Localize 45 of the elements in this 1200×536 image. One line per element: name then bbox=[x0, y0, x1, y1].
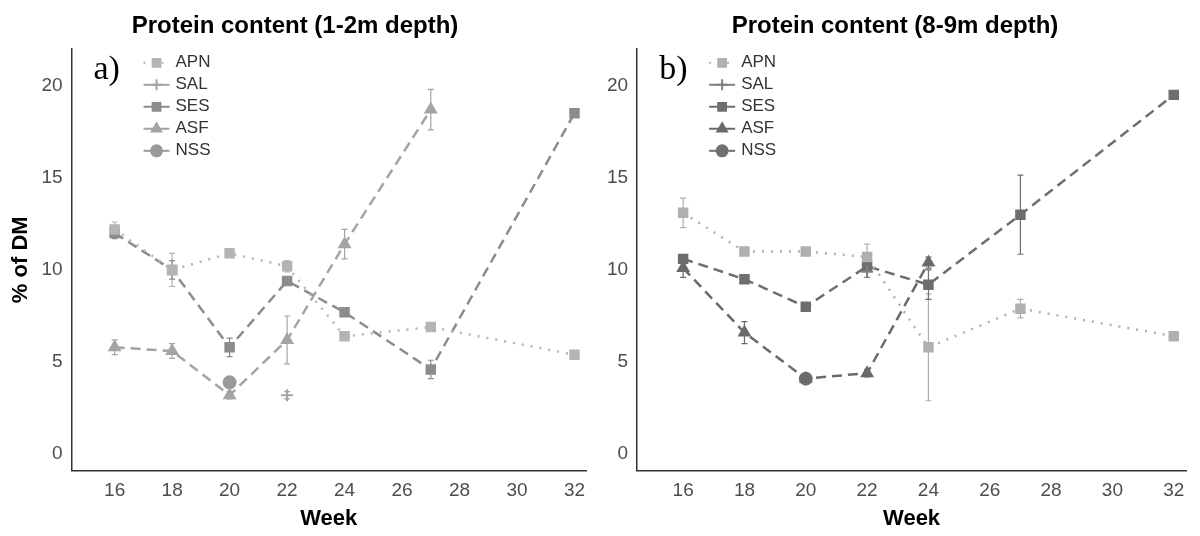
chart-title: Protein content (1-2m depth) bbox=[131, 11, 459, 39]
legend-label: SAL bbox=[175, 74, 208, 94]
x-tick-label: 32 bbox=[563, 479, 586, 501]
y-axis-title: % of DM bbox=[7, 216, 33, 304]
x-tick-label: 18 bbox=[733, 479, 756, 501]
x-tick-label: 20 bbox=[219, 479, 241, 501]
legend-label: ASF bbox=[175, 118, 209, 138]
legend-label: SES bbox=[741, 96, 776, 116]
x-tick-label: 22 bbox=[276, 479, 298, 501]
x-tick-label: 16 bbox=[104, 479, 126, 501]
x-tick-label: 30 bbox=[1101, 479, 1123, 501]
legend-label: SAL bbox=[741, 74, 774, 94]
legend-label: ASF bbox=[741, 118, 775, 138]
x-tick-label: 26 bbox=[979, 479, 1001, 501]
y-tick-label: 10 bbox=[606, 258, 629, 280]
x-tick-label: 24 bbox=[334, 479, 356, 501]
x-tick-label: 32 bbox=[1163, 479, 1185, 501]
y-tick-label: 10 bbox=[41, 258, 63, 280]
y-tick-label: 5 bbox=[617, 350, 629, 372]
y-tick-label: 0 bbox=[51, 442, 63, 464]
legend-label: APN bbox=[741, 52, 777, 72]
y-tick-label: 0 bbox=[617, 442, 629, 464]
x-tick-label: 18 bbox=[161, 479, 183, 501]
x-tick-label: 22 bbox=[856, 479, 878, 501]
x-tick-label: 16 bbox=[672, 479, 694, 501]
y-tick-label: 20 bbox=[41, 73, 63, 95]
x-axis-title: Week bbox=[883, 504, 941, 530]
x-tick-label: 20 bbox=[795, 479, 817, 501]
annotation: a) bbox=[93, 48, 120, 87]
y-tick-label: 15 bbox=[606, 166, 629, 188]
chart-title: Protein content (8-9m depth) bbox=[731, 11, 1059, 39]
legend-label: NSS bbox=[175, 140, 211, 160]
x-tick-label: 24 bbox=[917, 479, 940, 501]
x-tick-label: 26 bbox=[391, 479, 413, 501]
annotation: b) bbox=[659, 48, 688, 87]
x-tick-label: 30 bbox=[506, 479, 528, 501]
y-tick-label: 5 bbox=[51, 350, 63, 372]
legend-label: NSS bbox=[741, 140, 777, 160]
legend-label: APN bbox=[175, 52, 211, 72]
x-axis-title: Week bbox=[300, 504, 359, 530]
x-tick-label: 28 bbox=[448, 479, 471, 501]
y-tick-label: 15 bbox=[41, 166, 63, 188]
y-tick-label: 20 bbox=[606, 73, 629, 95]
x-tick-label: 28 bbox=[1040, 479, 1062, 501]
legend-label: SES bbox=[175, 96, 210, 116]
